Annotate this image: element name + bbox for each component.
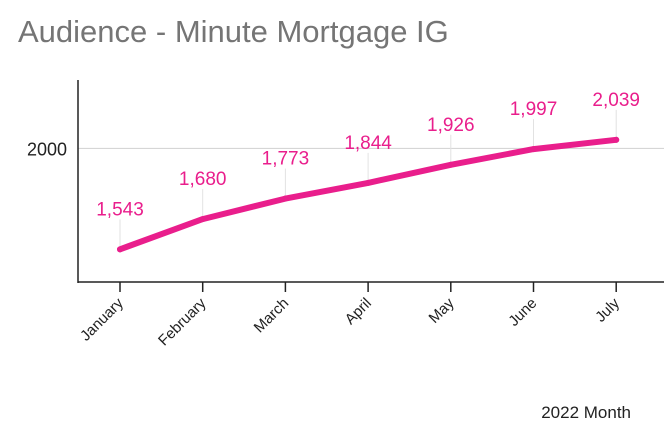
- data-label: 1,844: [344, 133, 392, 154]
- series: [117, 109, 620, 253]
- x-tick-label: June: [505, 295, 540, 330]
- data-label: 1,680: [179, 169, 227, 190]
- data-point: [117, 246, 123, 253]
- data-point: [199, 216, 206, 223]
- x-tick-label: February: [155, 294, 210, 349]
- data-label: 2,039: [592, 90, 640, 111]
- x-tick-label: July: [592, 294, 623, 325]
- data-label: 1,543: [96, 199, 144, 220]
- data-label: 1,997: [510, 99, 558, 120]
- data-point: [447, 161, 454, 168]
- x-axis-title: 2022 Month: [541, 403, 631, 422]
- x-tick-label: April: [342, 295, 375, 328]
- data-point: [365, 179, 372, 186]
- data-point: [530, 146, 537, 153]
- data-point: [613, 136, 620, 143]
- axes: [77, 80, 664, 283]
- y-axis-ticks: 2000: [27, 139, 67, 159]
- y-tick-label: 2000: [27, 139, 67, 159]
- data-labels: 1,543 1,680 1,773 1,844 1,926 1,997 2,039: [96, 90, 640, 220]
- data-label: 1,926: [427, 115, 475, 136]
- data-point: [282, 195, 289, 202]
- x-tick-label: January: [77, 294, 127, 344]
- x-tick-label: March: [251, 295, 292, 336]
- chart-title: Audience - Minute Mortgage IG: [18, 14, 449, 49]
- x-axis-ticks: January February March April May June July: [77, 282, 623, 349]
- data-label: 1,773: [262, 149, 310, 170]
- x-tick-label: May: [426, 294, 458, 326]
